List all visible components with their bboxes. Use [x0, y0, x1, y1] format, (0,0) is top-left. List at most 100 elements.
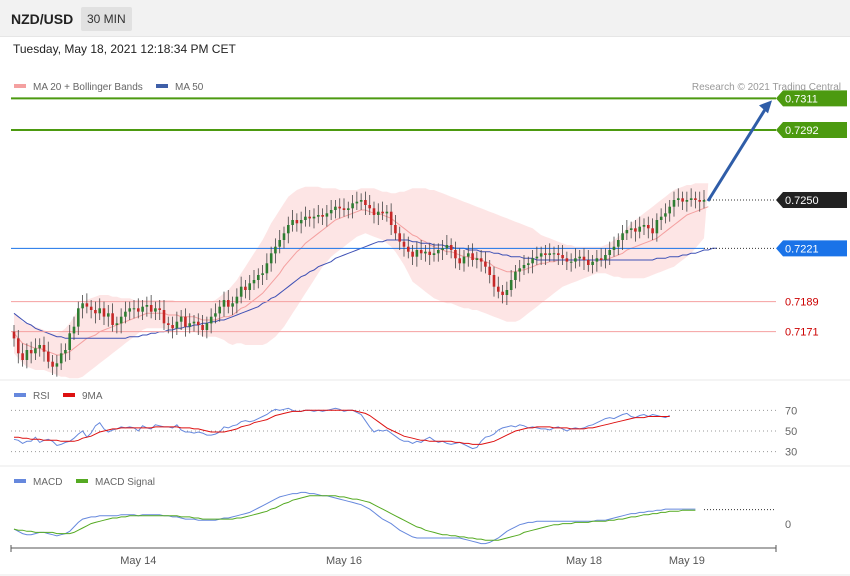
rsi-ma-legend-swatch [63, 393, 75, 397]
bear-candle [89, 306, 93, 310]
bull-candle [668, 206, 671, 214]
bear-candle [681, 198, 684, 202]
bear-candle [497, 286, 500, 292]
bull-candle [689, 198, 693, 200]
bear-candle [411, 251, 414, 257]
bear-candle [471, 253, 474, 260]
bull-candle [179, 316, 183, 322]
bear-candle [599, 258, 603, 260]
bull-candle [437, 250, 440, 254]
bull-candle [467, 253, 470, 257]
bull-candle [424, 251, 427, 254]
bull-candle [325, 213, 329, 217]
ma50-legend-swatch [156, 84, 168, 88]
bear-candle [85, 303, 89, 307]
bear-candle [398, 233, 401, 242]
bear-candle [308, 216, 311, 219]
bear-candle [565, 258, 569, 262]
bull-candle [278, 240, 281, 247]
bull-candle [145, 305, 149, 307]
bull-candle [119, 316, 123, 324]
current-price-tag [776, 192, 847, 208]
macd-legend-swatch [14, 479, 26, 483]
bear-candle [419, 250, 423, 254]
bull-candle [608, 250, 611, 255]
rsi-axis-label: 30 [785, 447, 797, 459]
bull-candle [265, 263, 269, 274]
ma50-line [13, 239, 717, 339]
bear-candle [449, 245, 453, 250]
symbol-title: NZD/USD [11, 11, 74, 27]
bull-candle [81, 303, 84, 309]
bear-candle [582, 256, 586, 260]
bull-candle [595, 258, 599, 262]
bull-candle [55, 363, 59, 367]
bull-candle [175, 321, 179, 329]
macd-signal-legend-label: MACD Signal [95, 477, 155, 488]
bull-candle [552, 253, 556, 255]
bull-candle [38, 345, 41, 349]
bear-candle [484, 261, 487, 267]
rsi-legend-swatch [14, 393, 26, 397]
bear-candle [47, 351, 50, 362]
bull-candle [514, 271, 517, 280]
bull-candle [359, 200, 363, 202]
bull-candle [214, 313, 217, 317]
bull-candle [235, 296, 239, 304]
bull-candle [664, 213, 667, 217]
bear-candle [587, 260, 590, 265]
macd-panel: 0 [13, 491, 791, 545]
bear-candle [111, 313, 114, 325]
bull-candle [312, 216, 316, 219]
bull-candle [578, 256, 581, 259]
bull-candle [591, 261, 594, 265]
bear-candle [102, 308, 106, 317]
bear-candle [21, 353, 24, 360]
bull-candle [702, 200, 706, 202]
bull-candle [604, 255, 607, 260]
bear-candle [407, 246, 410, 252]
timeframe-button[interactable]: 30 MIN [81, 7, 132, 31]
rsi-legend: RSI 9MA [14, 391, 103, 402]
bollinger-band-area [14, 183, 709, 379]
bull-candle [655, 220, 659, 234]
bear-candle [488, 266, 491, 275]
rsi-ma-legend-label: 9MA [82, 391, 103, 402]
bull-candle [522, 265, 526, 269]
bull-candle [625, 230, 629, 234]
bull-candle [25, 350, 29, 360]
bull-candle [509, 280, 513, 290]
bull-candle [539, 253, 543, 257]
bull-candle [192, 321, 196, 324]
bull-candle [222, 300, 226, 307]
bear-candle [501, 291, 504, 295]
bear-candle [17, 338, 20, 354]
macd-signal-legend-swatch [76, 479, 88, 483]
bear-candle [364, 200, 367, 205]
bull-candle [445, 245, 449, 249]
bear-candle [428, 251, 431, 255]
bull-candle [132, 308, 136, 310]
bull-candle [475, 258, 479, 260]
bull-candle [107, 313, 110, 317]
bear-candle [227, 300, 230, 307]
bear-candle [244, 286, 247, 290]
bull-candle [72, 326, 76, 334]
bull-candle [261, 273, 264, 275]
bull-candle [231, 303, 234, 307]
bear-candle [167, 323, 170, 325]
bull-candle [282, 233, 286, 240]
bear-candle [647, 225, 650, 229]
bear-candle [149, 305, 153, 312]
macd-legend-label: MACD [33, 477, 62, 488]
bear-candle [402, 241, 406, 247]
price-legend: MA 20 + Bollinger Bands MA 50 Research ©… [14, 82, 841, 93]
pivot-level-tag [776, 240, 847, 257]
bull-candle [569, 261, 573, 263]
bull-candle [291, 220, 294, 225]
bull-candle [154, 308, 157, 312]
bear-candle [492, 275, 496, 287]
bear-candle [634, 228, 637, 232]
pivot-level-label: 0.7221 [785, 243, 819, 255]
